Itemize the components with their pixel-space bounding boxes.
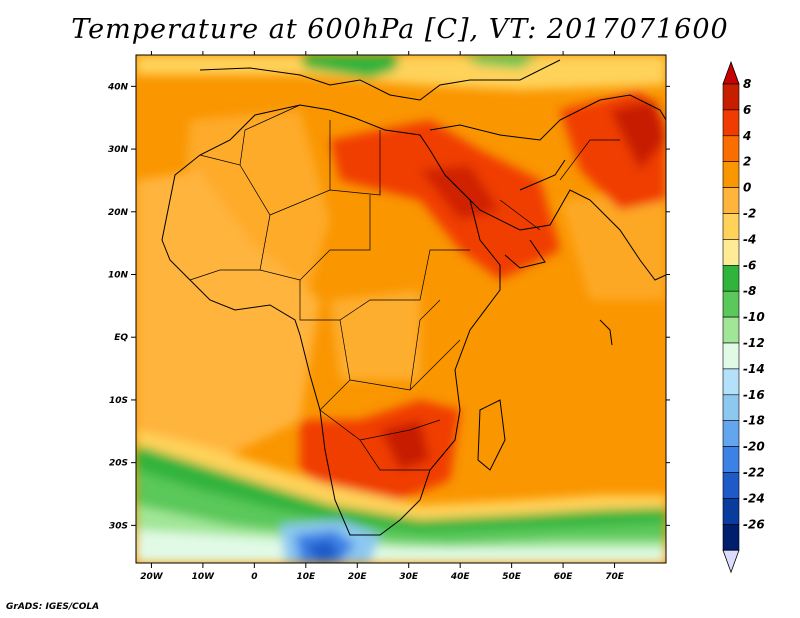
colorbar-label: -14: [743, 362, 765, 376]
plot-frame: [135, 54, 667, 564]
lat-tick-label: 40N: [107, 82, 129, 92]
lat-tick-label: EQ: [114, 333, 128, 343]
colorbar-label: 4: [742, 129, 751, 143]
colorbar-swatch: [722, 368, 740, 396]
map-axes: 20W 10W 0 10E 20E 30E 40E 50E 60E 70E 40N 30N 20N 10N…: [107, 51, 670, 582]
lat-tick-label: 30N: [108, 145, 129, 155]
colorbar-swatch: [722, 523, 740, 551]
lat-tick-label: 20N: [108, 208, 129, 218]
lon-tick-label: 60E: [554, 572, 574, 582]
colorbar-swatch: [722, 290, 740, 318]
colorbar-swatch: [722, 342, 740, 370]
colorbar: 8 6 4 2 0 -2 -4 -6 -8 -10 -12 -14 -16 -18 -20 -22 -24 -26: [722, 60, 765, 574]
colorbar-swatch: [722, 213, 740, 240]
colorbar-swatch: [722, 161, 740, 188]
colorbar-swatch: [722, 420, 740, 447]
colorbar-label: -6: [743, 258, 756, 272]
lon-tick-label: 40E: [450, 572, 471, 582]
colorbar-label: -24: [743, 491, 765, 505]
colorbar-swatch: [722, 394, 740, 421]
temperature-field: [136, 55, 666, 563]
colorbar-label: -4: [743, 232, 756, 246]
lat-tick-label: 10S: [109, 396, 128, 406]
lon-tick-label: 0: [251, 572, 257, 582]
country-borders: [189, 104, 620, 471]
colorbar-label: -2: [743, 207, 756, 221]
colorbar-swatch: [722, 135, 740, 163]
map-title: Temperature at 600hPa [C], VT: 201707160…: [71, 14, 729, 45]
colorbar-label: -18: [743, 414, 765, 428]
colorbar-swatch: [722, 472, 740, 499]
colorbar-swatch: [722, 264, 740, 292]
colorbar-swatch: [722, 498, 740, 525]
colorbar-swatch: [722, 316, 740, 344]
colorbar-swatch: [722, 109, 740, 137]
colorbar-swatch: [722, 239, 740, 266]
colorbar-bottom-cap: [722, 549, 740, 574]
colorbar-label: 2: [743, 155, 751, 169]
colorbar-label: -16: [743, 388, 765, 402]
lon-tick-label: 70E: [605, 572, 625, 582]
colorbar-label: -26: [743, 517, 765, 531]
colorbar-label: 6: [743, 103, 751, 117]
colorbar-label: -20: [743, 440, 765, 454]
lon-tick-label: 50E: [502, 572, 522, 582]
grads-credit: GrADS: IGES/COLA: [6, 602, 100, 612]
colorbar-label: -12: [743, 336, 765, 350]
lon-tick-label: 10W: [192, 572, 216, 582]
colorbar-label: -8: [743, 284, 756, 298]
colorbar-swatch: [722, 187, 740, 214]
colorbar-top-cap: [722, 60, 740, 85]
colorbar-label: 0: [743, 181, 751, 195]
lat-tick-label: 30S: [109, 521, 128, 531]
lon-tick-label: 20E: [348, 572, 368, 582]
colorbar-label: -10: [743, 310, 765, 324]
coastlines: [161, 59, 666, 536]
colorbar-label: 8: [743, 77, 751, 91]
lat-tick-label: 20S: [109, 459, 128, 469]
lat-tick-label: 10N: [108, 271, 129, 281]
colorbar-swatch: [722, 83, 740, 111]
lon-tick-label: 20W: [140, 572, 164, 582]
lon-tick-label: 30E: [399, 572, 419, 582]
colorbar-swatch: [722, 446, 740, 473]
colorbar-label: -22: [743, 466, 765, 480]
lon-tick-label: 10E: [296, 572, 316, 582]
